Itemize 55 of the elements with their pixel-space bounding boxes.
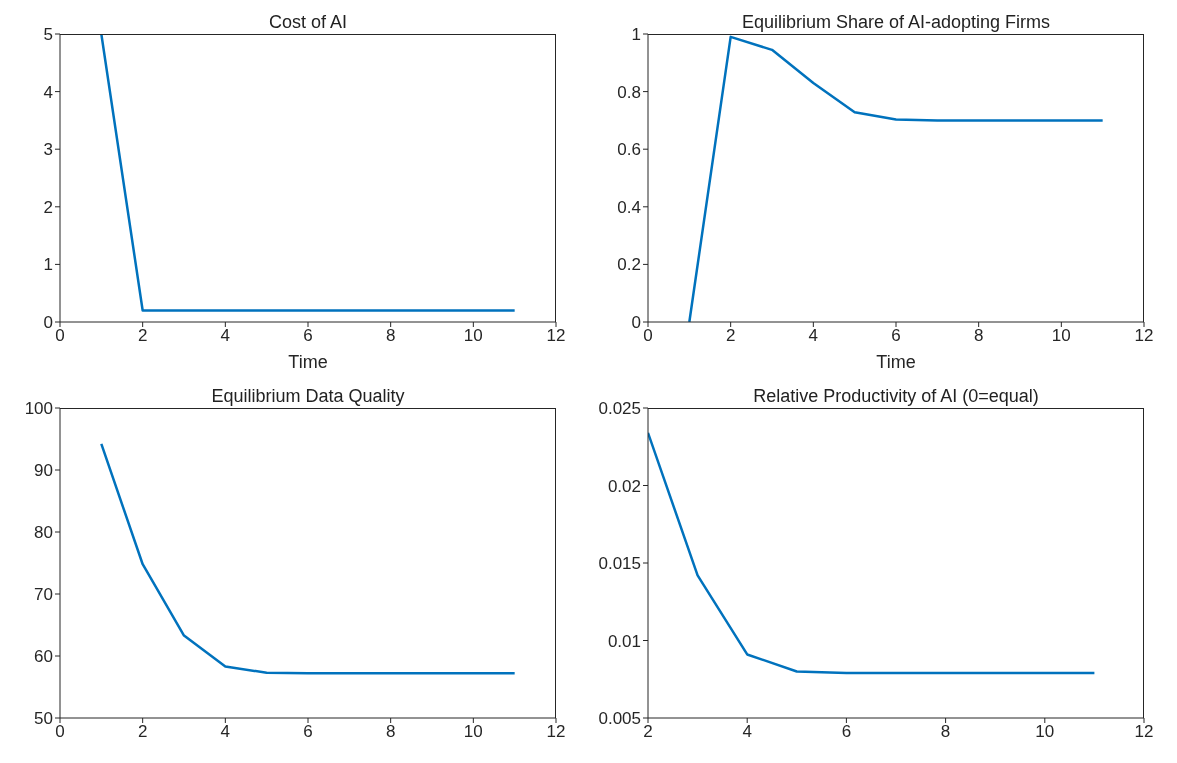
chart-title: Equilibrium Share of AI-adopting Firms (740, 12, 1052, 33)
line-series (648, 431, 1096, 675)
x-tick-label: 8 (940, 722, 951, 742)
y-tick-label: 0.015 (598, 554, 641, 574)
y-tick-label: 5 (43, 25, 53, 45)
x-tick-label: 8 (385, 722, 396, 742)
y-tick-label: 3 (43, 140, 53, 160)
x-axis-title: Time (876, 352, 916, 372)
x-tick-label: 12 (1134, 326, 1154, 346)
line-series (688, 35, 1104, 322)
x-tick-label: 2 (725, 326, 736, 346)
y-tick-label: 0.02 (607, 476, 641, 496)
y-tick-label: 0.8 (617, 82, 641, 102)
y-tick-label: 4 (43, 82, 53, 102)
x-tick-label: 6 (841, 722, 852, 742)
x-tick-label: 4 (220, 326, 231, 346)
x-tick-label: 10 (1035, 722, 1055, 742)
y-tick-label: 0.005 (598, 709, 641, 729)
y-tick-label: 0.2 (617, 255, 641, 275)
x-tick-label: 4 (220, 722, 231, 742)
y-tick-label: 2 (43, 197, 53, 217)
y-tick-label: 80 (34, 523, 53, 543)
x-tick-label: 2 (137, 722, 148, 742)
y-tick-label: 0.01 (607, 631, 641, 651)
y-tick-label: 0 (43, 313, 53, 333)
x-axis-title: Time (288, 352, 328, 372)
x-tick-label: 6 (891, 326, 901, 346)
y-tick-label: 0.6 (617, 140, 641, 160)
x-tick-label: 12 (546, 722, 566, 742)
y-tick-label: 1 (631, 25, 641, 45)
x-tick-label: 12 (1134, 722, 1154, 742)
y-tick-label: 0 (631, 313, 641, 333)
x-tick-label: 8 (385, 326, 396, 346)
y-tick-label: 70 (34, 585, 53, 605)
x-tick-label: 10 (1051, 326, 1071, 346)
y-tick-label: 100 (24, 399, 53, 419)
x-tick-label: 12 (546, 326, 566, 346)
x-tick-label: 10 (463, 326, 483, 346)
x-tick-label: 4 (808, 326, 819, 346)
x-tick-label: 2 (137, 326, 148, 346)
y-tick-label: 90 (34, 461, 53, 481)
x-tick-label: 6 (303, 722, 313, 742)
chart-title: Relative Productivity of AI (0=equal) (752, 386, 1040, 407)
line-series (100, 442, 516, 675)
x-tick-label: 8 (973, 326, 984, 346)
y-tick-label: 60 (34, 647, 53, 667)
chart-title: Cost of AI (267, 12, 348, 33)
y-tick-label: 0.4 (617, 197, 641, 217)
x-tick-label: 4 (742, 722, 752, 742)
y-tick-label: 0.025 (598, 399, 641, 419)
x-tick-label: 6 (303, 326, 313, 346)
y-tick-label: 1 (43, 255, 53, 275)
x-tick-label: 10 (463, 722, 483, 742)
chart-title: Equilibrium Data Quality (210, 386, 406, 407)
y-tick-label: 50 (34, 709, 53, 729)
